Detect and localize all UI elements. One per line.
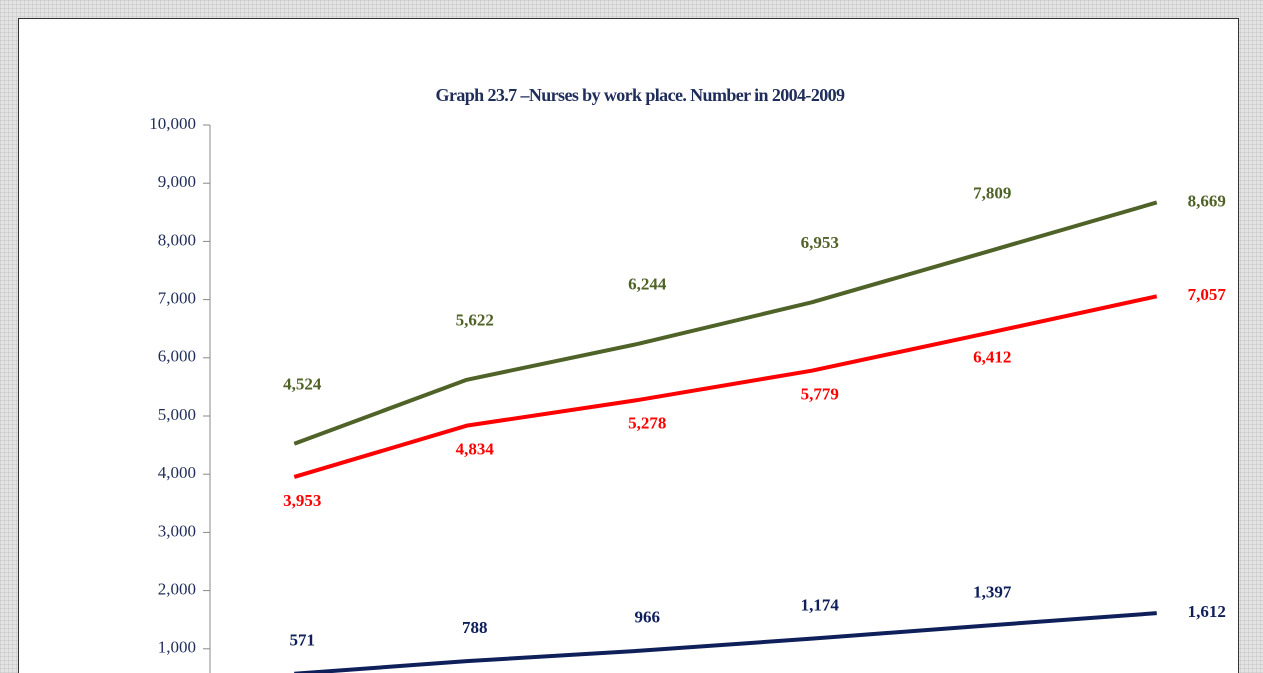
- data-label: 6,953: [801, 233, 839, 252]
- data-label: 966: [635, 608, 661, 627]
- plot: Graph 23.7 –Nurses by work place. Number…: [149, 85, 1226, 673]
- y-tick-label: 10,000: [149, 114, 196, 133]
- data-label: 8,669: [1188, 191, 1226, 210]
- y-tick-label: 4,000: [158, 463, 196, 482]
- y-tick-label: 9,000: [158, 172, 196, 191]
- data-label: 6,412: [973, 348, 1011, 367]
- data-label: 5,622: [456, 311, 494, 330]
- series-line: [294, 611, 1157, 673]
- data-label: 4,834: [456, 440, 495, 459]
- y-tick-label: 7,000: [158, 289, 196, 308]
- data-label: 1,612: [1188, 602, 1226, 621]
- y-tick-label: 8,000: [158, 230, 196, 249]
- data-label: 1,397: [973, 583, 1012, 602]
- data-label: 7,057: [1188, 285, 1227, 304]
- y-tick-label: 1,000: [158, 638, 196, 657]
- y-tick-label: 3,000: [158, 521, 196, 540]
- series-line: [293, 200, 1158, 446]
- y-tick-label: 6,000: [158, 347, 196, 366]
- data-label: 788: [462, 618, 488, 637]
- y-tick-label: 5,000: [158, 405, 196, 424]
- data-label: 571: [290, 631, 316, 650]
- data-label: 7,809: [973, 183, 1011, 202]
- data-label: 1,174: [801, 596, 840, 615]
- data-label: 5,779: [801, 385, 839, 404]
- y-tick-label: 2,000: [158, 580, 196, 599]
- series-line: [293, 294, 1158, 479]
- data-label: 3,953: [283, 491, 321, 510]
- data-label: 6,244: [628, 275, 667, 294]
- chart-title: Graph 23.7 –Nurses by work place. Number…: [436, 85, 845, 105]
- data-label: 5,278: [628, 414, 666, 433]
- data-label: 4,524: [283, 375, 322, 394]
